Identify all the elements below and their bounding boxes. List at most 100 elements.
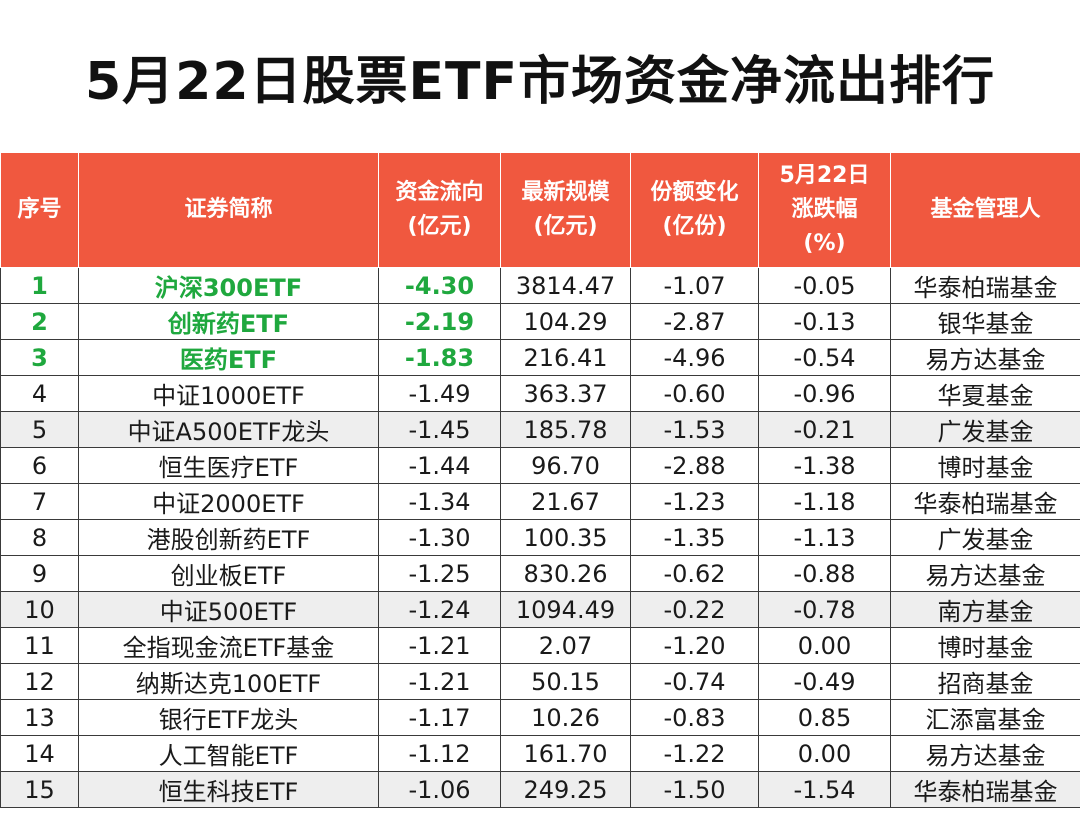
cell-share-change: -1.53 [630,411,759,448]
etf-outflow-table: 序号 证券简称 资金流向 (亿元) 最新规模 (亿元) 份额变化 (亿份) 5月22日 涨跌幅 (%… [0,152,1080,808]
cell-change-pct: -0.13 [758,303,891,340]
cell-change-pct: -1.54 [758,771,891,808]
column-header-line: 涨跌幅 [791,197,858,222]
cell-share-change: -0.60 [630,375,759,412]
table-row: 8 港股创新药ETF -1.30 100.35 -1.35 -1.13 广发基金 [0,519,1080,556]
cell-change-pct: -1.13 [758,519,891,556]
cell-change-pct: 0.00 [758,627,891,664]
cell-rank: 11 [0,627,79,664]
cell-share-change: -1.50 [630,771,759,808]
cell-share-change: -0.62 [630,555,759,592]
cell-rank: 5 [0,411,79,448]
column-header-name: 证券简称 [78,152,379,268]
cell-manager: 汇添富基金 [890,699,1080,736]
page-title: 5月22日股票ETF市场资金净流出排行 [84,51,996,112]
table-row: 7 中证2000ETF -1.34 21.67 -1.23 -1.18 华泰柏瑞基金 [0,483,1080,520]
cell-rank: 2 [0,303,79,340]
cell-flow: -1.34 [378,483,501,520]
cell-scale: 249.25 [500,771,631,808]
cell-scale: 104.29 [500,303,631,340]
cell-name: 医药ETF [78,339,379,376]
cell-manager: 广发基金 [890,519,1080,556]
cell-rank: 15 [0,771,79,808]
column-header-line: 5月22日 [779,163,870,188]
column-header-share-change: 份额变化 (亿份) [630,152,759,268]
cell-scale: 21.67 [500,483,631,520]
cell-name: 纳斯达克100ETF [78,663,379,700]
cell-share-change: -1.20 [630,627,759,664]
cell-name: 港股创新药ETF [78,519,379,556]
cell-name: 中证500ETF [78,591,379,628]
table-header-row: 序号 证券简称 资金流向 (亿元) 最新规模 (亿元) 份额变化 (亿份) 5月22日 涨跌幅 (%… [0,152,1080,268]
cell-name: 恒生医疗ETF [78,447,379,484]
cell-share-change: -1.23 [630,483,759,520]
cell-manager: 博时基金 [890,627,1080,664]
cell-rank: 9 [0,555,79,592]
cell-scale: 50.15 [500,663,631,700]
cell-flow: -1.83 [378,339,501,376]
column-header-line: 证券简称 [184,197,273,222]
table-row: 2 创新药ETF -2.19 104.29 -2.87 -0.13 银华基金 [0,303,1080,340]
cell-flow: -2.19 [378,303,501,340]
cell-name: 银行ETF龙头 [78,699,379,736]
cell-flow: -1.21 [378,663,501,700]
cell-rank: 4 [0,375,79,412]
column-header-line: 份额变化 [650,180,739,205]
cell-flow: -1.44 [378,447,501,484]
cell-change-pct: -0.78 [758,591,891,628]
cell-manager: 华夏基金 [890,375,1080,412]
cell-name: 人工智能ETF [78,735,379,772]
cell-flow: -1.45 [378,411,501,448]
cell-name: 创新药ETF [78,303,379,340]
cell-rank: 14 [0,735,79,772]
cell-share-change: -1.22 [630,735,759,772]
cell-flow: -1.06 [378,771,501,808]
column-header-line: 基金管理人 [930,197,1041,222]
cell-name: 恒生科技ETF [78,771,379,808]
cell-flow: -1.12 [378,735,501,772]
cell-rank: 12 [0,663,79,700]
cell-change-pct: -0.05 [758,267,891,304]
cell-rank: 1 [0,267,79,304]
cell-scale: 96.70 [500,447,631,484]
cell-share-change: -0.22 [630,591,759,628]
cell-change-pct: -1.38 [758,447,891,484]
cell-scale: 3814.47 [500,267,631,304]
cell-scale: 1094.49 [500,591,631,628]
table-row: 4 中证1000ETF -1.49 363.37 -0.60 -0.96 华夏基金 [0,375,1080,412]
table-row: 10 中证500ETF -1.24 1094.49 -0.22 -0.78 南方基金 [0,591,1080,628]
column-header-manager: 基金管理人 [890,152,1080,268]
table-row: 15 恒生科技ETF -1.06 249.25 -1.50 -1.54 华泰柏瑞基金 [0,771,1080,808]
cell-manager: 华泰柏瑞基金 [890,267,1080,304]
cell-manager: 银华基金 [890,303,1080,340]
column-header-line: (亿份) [662,214,727,239]
cell-change-pct: -0.96 [758,375,891,412]
table-body: 1 沪深300ETF -4.30 3814.47 -1.07 -0.05 华泰柏瑞基金 2 创新… [0,267,1080,808]
cell-scale: 216.41 [500,339,631,376]
cell-name: 创业板ETF [78,555,379,592]
cell-change-pct: -0.49 [758,663,891,700]
cell-scale: 830.26 [500,555,631,592]
column-header-change-pct: 5月22日 涨跌幅 (%) [758,152,891,268]
table-row: 13 银行ETF龙头 -1.17 10.26 -0.83 0.85 汇添富基金 [0,699,1080,736]
cell-flow: -1.25 [378,555,501,592]
column-header-line: (亿元) [407,214,472,239]
cell-flow: -1.49 [378,375,501,412]
cell-flow: -4.30 [378,267,501,304]
cell-manager: 招商基金 [890,663,1080,700]
cell-scale: 100.35 [500,519,631,556]
cell-change-pct: -0.88 [758,555,891,592]
cell-flow: -1.24 [378,591,501,628]
cell-manager: 南方基金 [890,591,1080,628]
cell-rank: 3 [0,339,79,376]
cell-scale: 185.78 [500,411,631,448]
cell-manager: 易方达基金 [890,735,1080,772]
column-header-rank: 序号 [0,152,79,268]
cell-name: 全指现金流ETF基金 [78,627,379,664]
cell-change-pct: 0.85 [758,699,891,736]
cell-share-change: -0.74 [630,663,759,700]
cell-change-pct: -0.54 [758,339,891,376]
cell-manager: 华泰柏瑞基金 [890,483,1080,520]
column-header-line: (亿元) [533,214,598,239]
